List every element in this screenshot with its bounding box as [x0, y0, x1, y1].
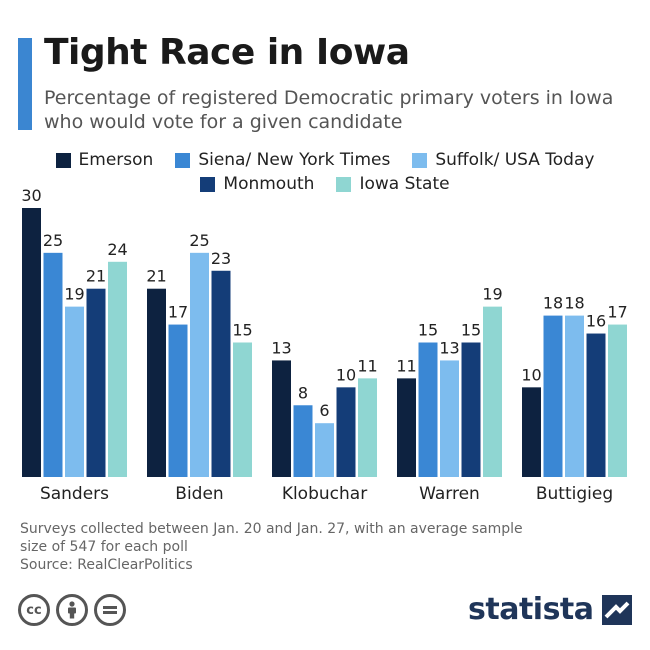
bar-warren-suffolk-usa-today: [440, 360, 459, 477]
data-label-klobuchar-siena-new-york-times: 8: [298, 383, 308, 402]
data-label-buttigieg-emerson: 10: [521, 365, 541, 384]
bar-sanders-siena-new-york-times: [43, 252, 63, 477]
bar-sanders-monmouth: [86, 288, 106, 477]
data-label-warren-siena-new-york-times: 15: [418, 321, 438, 340]
legend-label-emerson: Emerson: [78, 150, 154, 170]
legend-item-siena: Siena/ New York Times: [175, 150, 390, 170]
bar-biden-monmouth: [211, 270, 231, 477]
title-accent-bar: [18, 38, 32, 130]
bar-sanders-suffolk-usa-today: [65, 306, 84, 477]
bar-sanders-emerson: [22, 208, 41, 477]
category-label-biden: Biden: [175, 484, 223, 504]
bar-klobuchar-suffolk-usa-today: [315, 423, 334, 477]
data-label-sanders-monmouth: 21: [86, 267, 106, 286]
data-label-warren-monmouth: 15: [461, 321, 481, 340]
page-title: Tight Race in Iowa: [44, 32, 410, 73]
data-label-buttigieg-iowa-state: 17: [607, 303, 627, 322]
bar-klobuchar-emerson: [272, 360, 291, 477]
bar-warren-siena-new-york-times: [418, 342, 438, 477]
legend-row-2: Monmouth Iowa State: [0, 172, 650, 196]
license-icons: cc: [18, 594, 126, 626]
bar-biden-suffolk-usa-today: [190, 252, 209, 477]
bar-biden-siena-new-york-times: [168, 324, 188, 477]
bar-buttigieg-suffolk-usa-today: [565, 315, 584, 477]
data-label-biden-monmouth: 23: [211, 249, 231, 268]
bar-warren-monmouth: [461, 342, 481, 477]
legend-swatch-suffolk: [412, 152, 428, 168]
brand-name: statista: [468, 592, 594, 627]
data-label-warren-iowa-state: 19: [482, 285, 502, 304]
data-label-sanders-emerson: 30: [21, 186, 41, 205]
footnote: Surveys collected between Jan. 20 and Ja…: [20, 520, 580, 574]
data-label-klobuchar-emerson: 13: [271, 338, 291, 357]
bar-warren-emerson: [397, 378, 416, 477]
data-label-sanders-suffolk-usa-today: 19: [64, 285, 84, 304]
bar-klobuchar-monmouth: [336, 387, 356, 477]
data-label-klobuchar-monmouth: 10: [336, 365, 356, 384]
data-label-biden-suffolk-usa-today: 25: [189, 231, 209, 250]
data-label-klobuchar-suffolk-usa-today: 6: [319, 401, 329, 420]
data-label-warren-suffolk-usa-today: 13: [439, 338, 459, 357]
legend-item-iowa-state: Iowa State: [336, 174, 450, 194]
no-derivatives-icon[interactable]: [94, 594, 126, 626]
category-label-sanders: Sanders: [40, 484, 109, 504]
statista-mark-icon: [601, 594, 632, 625]
legend-label-suffolk: Suffolk/ USA Today: [435, 150, 595, 170]
person-glyph: [68, 601, 76, 619]
legend-swatch-emerson: [55, 152, 71, 168]
legend-item-monmouth: Monmouth: [200, 174, 314, 194]
legend-swatch-siena: [175, 152, 191, 168]
category-label-klobuchar: Klobuchar: [282, 484, 367, 504]
bar-sanders-iowa-state: [108, 261, 127, 477]
legend-swatch-monmouth: [200, 176, 216, 192]
legend-row-1: Emerson Siena/ New York Times Suffolk/ U…: [0, 148, 650, 172]
bar-buttigieg-siena-new-york-times: [543, 315, 563, 477]
legend-label-siena: Siena/ New York Times: [198, 150, 391, 170]
data-label-buttigieg-siena-new-york-times: 18: [543, 294, 563, 313]
page-subtitle: Percentage of registered Democratic prim…: [44, 87, 614, 133]
source-text: Source: RealClearPolitics: [20, 557, 193, 573]
data-label-warren-emerson: 11: [396, 356, 416, 375]
data-label-klobuchar-iowa-state: 11: [357, 356, 377, 375]
legend-label-iowa-state: Iowa State: [359, 174, 450, 194]
data-label-sanders-iowa-state: 24: [107, 240, 127, 259]
data-label-buttigieg-suffolk-usa-today: 18: [564, 294, 584, 313]
category-label-warren: Warren: [419, 484, 480, 504]
legend-swatch-iowa-state: [336, 176, 352, 192]
statista-logo[interactable]: statista: [468, 592, 632, 627]
cc-icon[interactable]: cc: [18, 594, 50, 626]
legend-item-suffolk: Suffolk/ USA Today: [412, 150, 594, 170]
attribution-icon[interactable]: [56, 594, 88, 626]
legend: Emerson Siena/ New York Times Suffolk/ U…: [0, 148, 650, 196]
bar-klobuchar-siena-new-york-times: [293, 405, 313, 477]
bar-buttigieg-monmouth: [586, 333, 606, 477]
footnote-line-2: size of 547 for each poll: [20, 539, 188, 555]
legend-label-monmouth: Monmouth: [223, 174, 315, 194]
bar-buttigieg-iowa-state: [608, 324, 627, 477]
bar-biden-emerson: [147, 288, 166, 477]
category-label-buttigieg: Buttigieg: [536, 484, 613, 504]
bar-warren-iowa-state: [483, 306, 502, 477]
bar-buttigieg-emerson: [522, 387, 541, 477]
data-label-biden-siena-new-york-times: 17: [168, 303, 188, 322]
bar-klobuchar-iowa-state: [358, 378, 377, 477]
data-label-buttigieg-monmouth: 16: [586, 312, 606, 331]
data-label-biden-emerson: 21: [146, 267, 166, 286]
data-label-sanders-siena-new-york-times: 25: [43, 231, 63, 250]
bar-biden-iowa-state: [233, 342, 252, 477]
footnote-line-1: Surveys collected between Jan. 20 and Ja…: [20, 521, 523, 537]
equals-glyph: [103, 606, 117, 614]
legend-item-emerson: Emerson: [55, 150, 154, 170]
data-label-biden-iowa-state: 15: [232, 321, 252, 340]
